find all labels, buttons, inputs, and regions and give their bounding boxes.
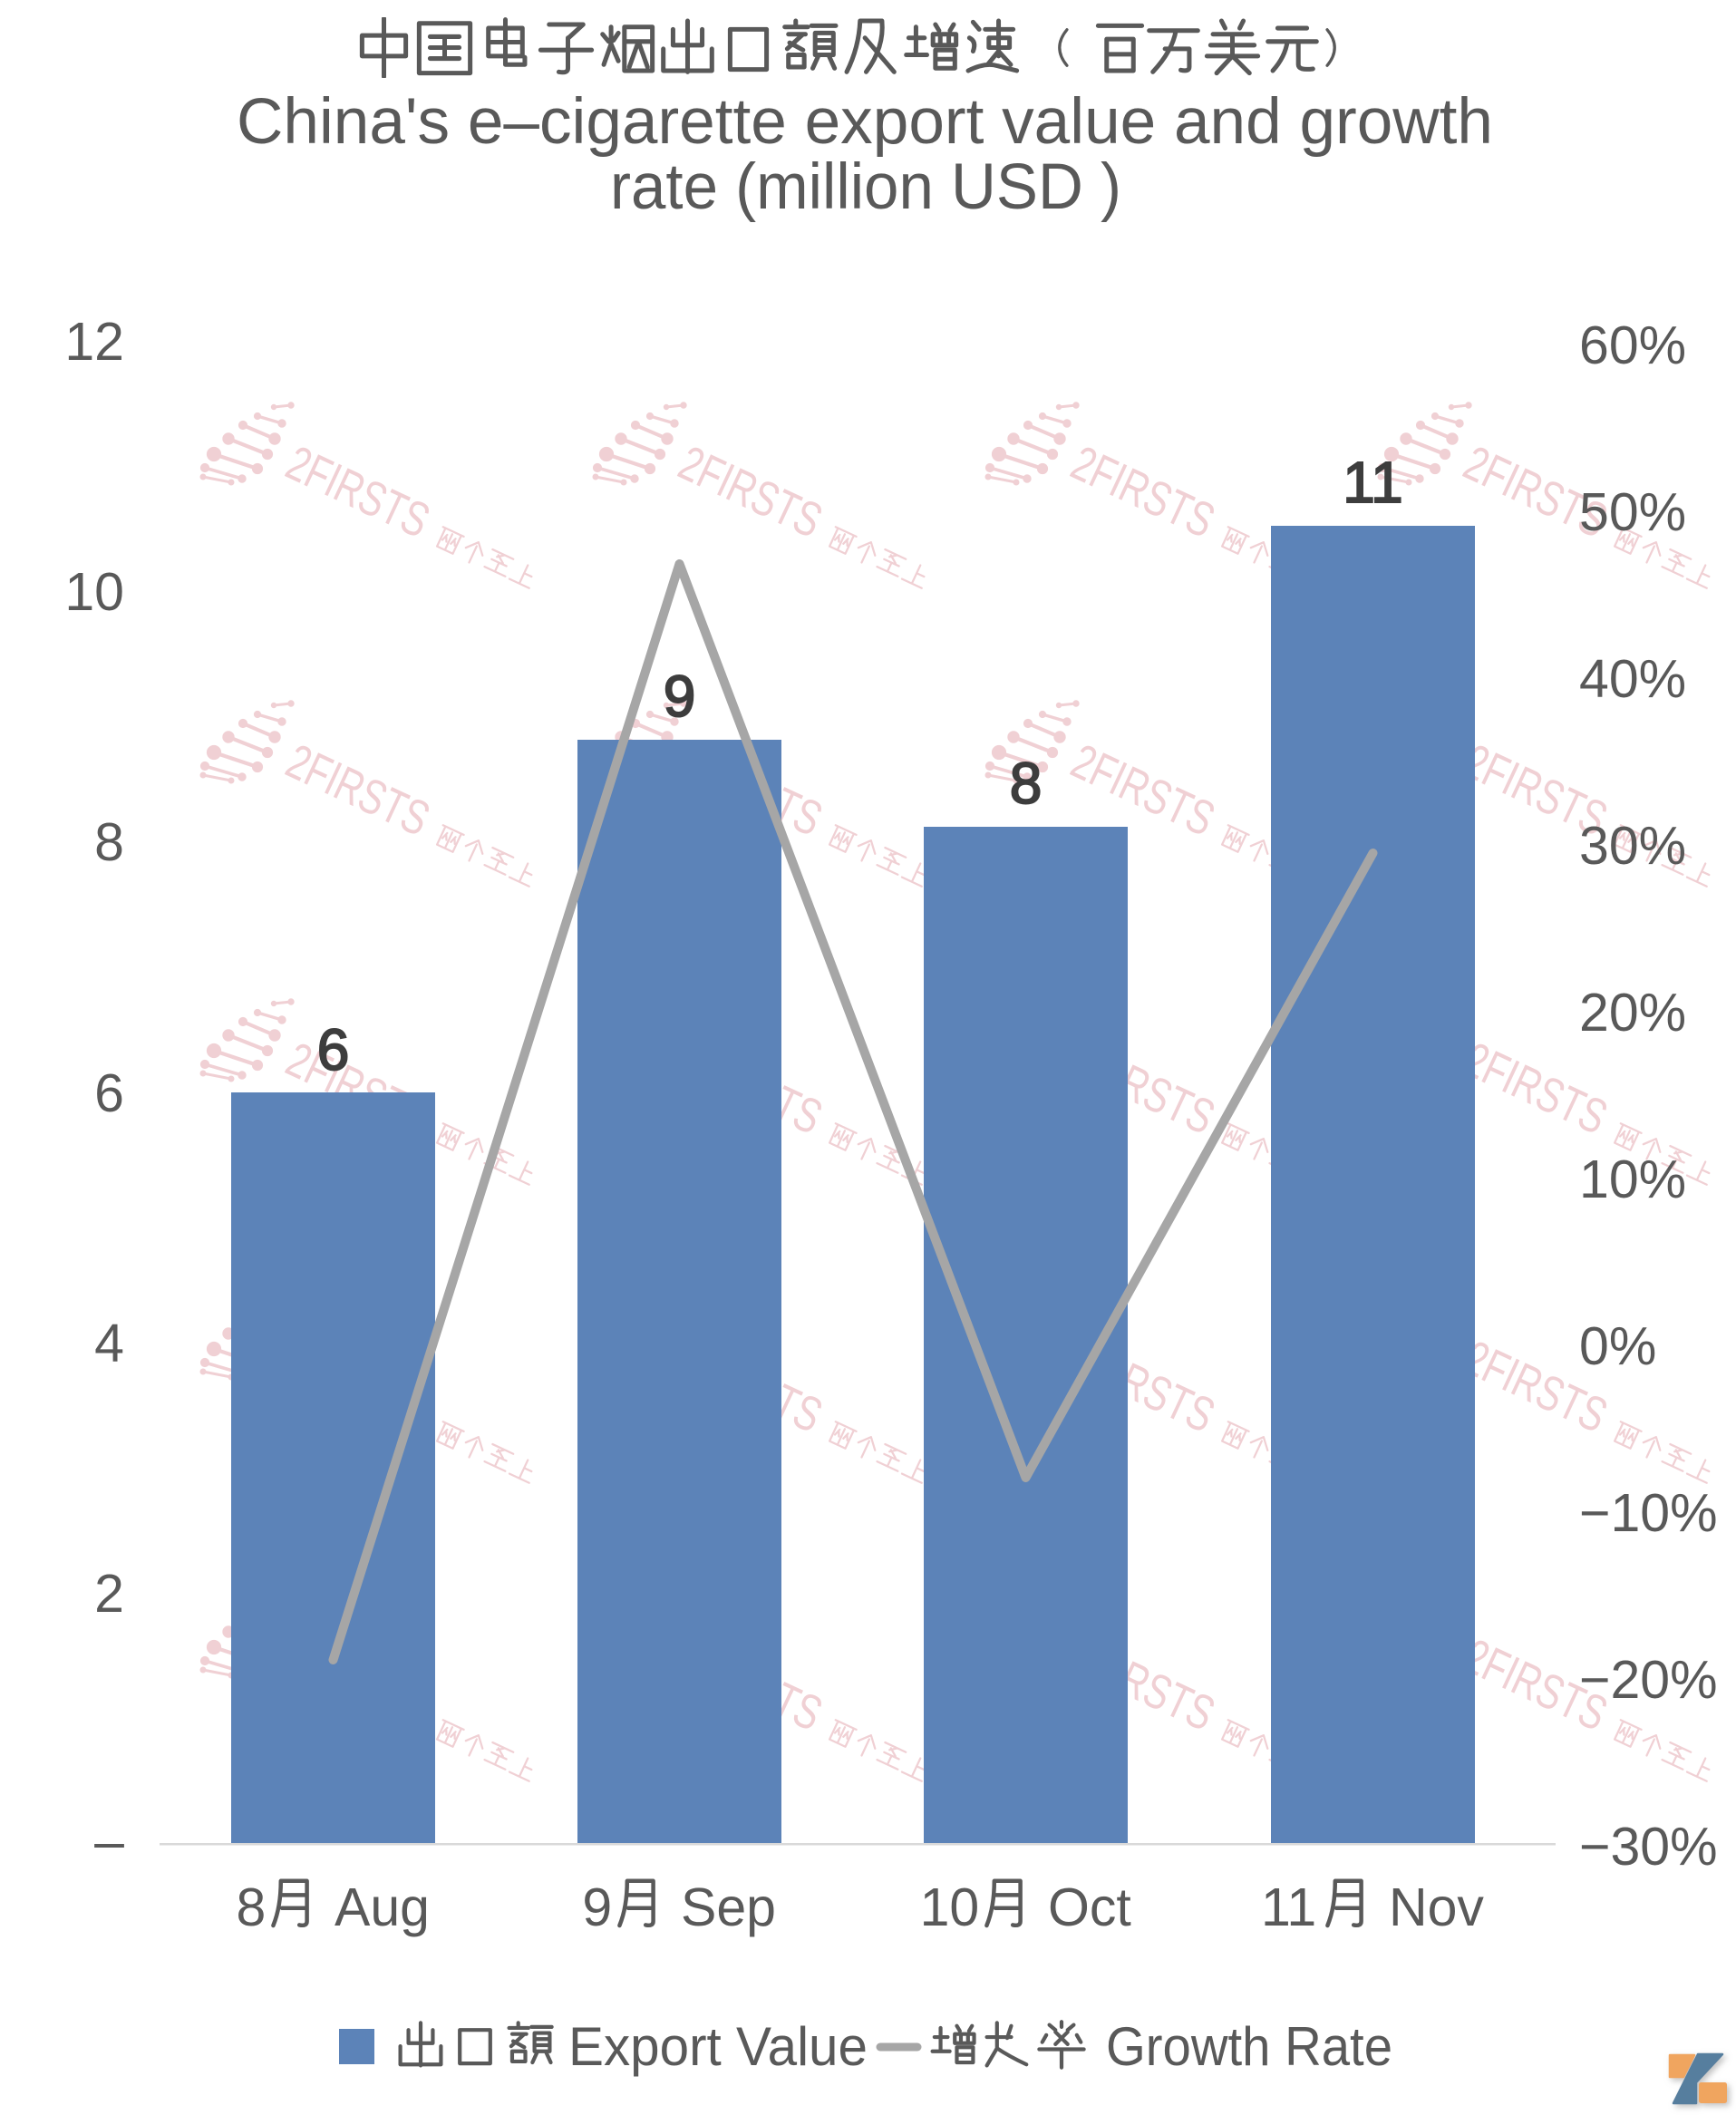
svg-text:40%: 40% — [1579, 649, 1686, 709]
svg-text:12: 12 — [64, 312, 124, 372]
svg-text:8: 8 — [94, 812, 124, 872]
svg-text:60%: 60% — [1579, 315, 1686, 375]
svg-text:10%: 10% — [1579, 1150, 1686, 1209]
svg-text:9: 9 — [582, 1877, 612, 1937]
svg-text:2: 2 — [94, 1564, 124, 1624]
svg-text:−10%: −10% — [1579, 1483, 1718, 1543]
svg-text:Aug: Aug — [335, 1877, 430, 1937]
svg-text:8: 8 — [1010, 751, 1043, 816]
svg-text:rate (million USD ): rate (million USD ) — [610, 151, 1121, 223]
svg-text:8: 8 — [237, 1877, 267, 1937]
svg-text:10: 10 — [920, 1877, 980, 1937]
svg-text:11: 11 — [1261, 1877, 1316, 1937]
svg-text:Growth Rate: Growth Rate — [1106, 2016, 1392, 2077]
svg-text:0%: 0% — [1579, 1316, 1656, 1376]
svg-text:−30%: −30% — [1579, 1817, 1718, 1877]
svg-text:9: 9 — [664, 664, 696, 729]
svg-text:20%: 20% — [1579, 983, 1686, 1043]
svg-text:4: 4 — [94, 1314, 124, 1373]
svg-text:China's e–cigarette export val: China's e–cigarette export value and gro… — [237, 86, 1493, 158]
svg-text:10: 10 — [64, 562, 124, 622]
svg-text:11: 11 — [1343, 450, 1402, 515]
svg-text:Export Value: Export Value — [568, 2016, 868, 2077]
svg-text:50%: 50% — [1579, 482, 1686, 542]
svg-text:−20%: −20% — [1579, 1650, 1718, 1710]
svg-text:6: 6 — [94, 1063, 124, 1123]
svg-text:30%: 30% — [1579, 816, 1686, 876]
svg-text:Sep: Sep — [681, 1877, 776, 1937]
svg-text:Nov: Nov — [1389, 1877, 1484, 1937]
svg-text:Oct: Oct — [1048, 1877, 1131, 1937]
svg-text:–: – — [94, 1811, 124, 1871]
svg-text:6: 6 — [317, 1017, 350, 1082]
